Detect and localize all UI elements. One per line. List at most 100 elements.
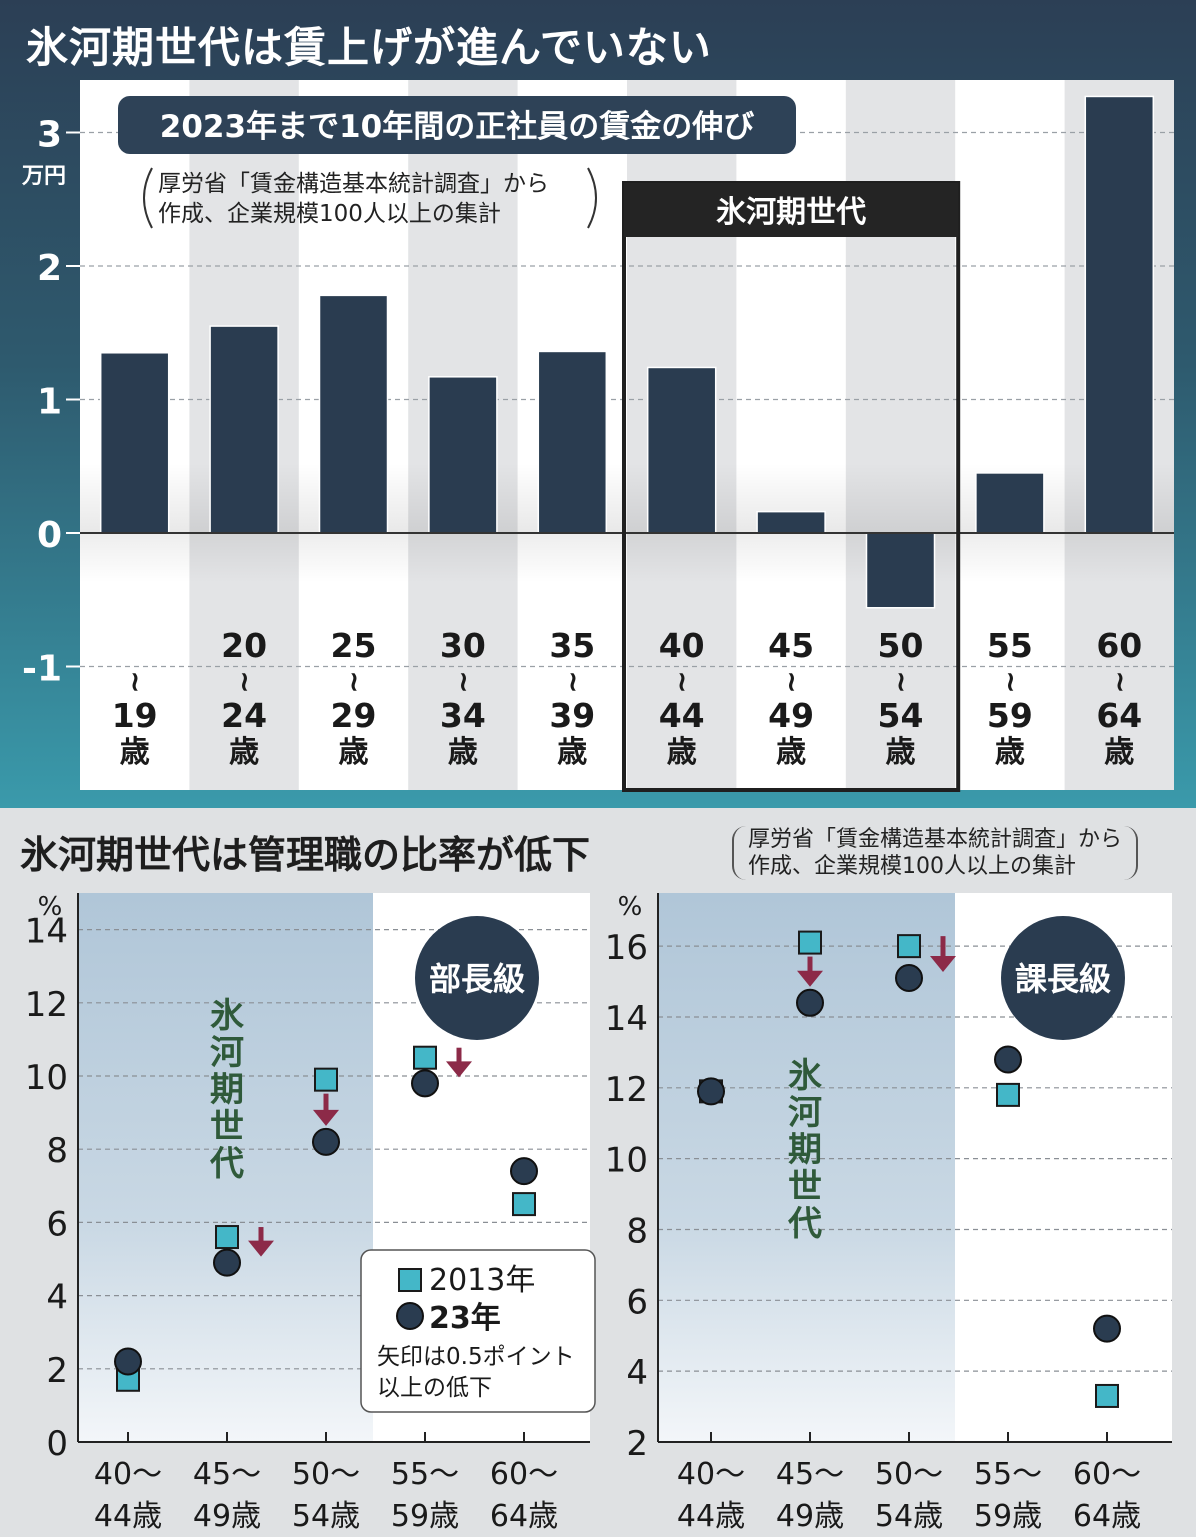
bar-category-range-mark: ~ <box>229 670 262 693</box>
bar-category-label-unit: 歳 <box>995 735 1025 770</box>
bar-category-label-end: 19 <box>112 696 158 735</box>
bar <box>318 294 389 534</box>
scatter-x-tick-label-line1: 55～ <box>391 1457 459 1492</box>
bar-category-label-end: 59 <box>987 696 1033 735</box>
bar-category-range-mark: ~ <box>120 670 153 693</box>
bar-category-label-unit: 歳 <box>120 735 150 770</box>
scatter-x-tick-label-line1: 45～ <box>193 1457 261 1492</box>
bar-category-label-end: 54 <box>878 696 924 735</box>
decline-arrow-head <box>797 970 823 987</box>
scatter-y-tick-label: 8 <box>46 1131 68 1171</box>
point-2013 <box>413 1045 437 1070</box>
scatter-y-tick-label: 2 <box>46 1351 68 1391</box>
scatter-x-tick-label-line1: 55～ <box>974 1457 1042 1492</box>
bar-category-label-unit: 歳 <box>667 735 697 770</box>
scatter-y-unit-label: % <box>38 892 63 922</box>
decline-arrow-head <box>248 1240 274 1257</box>
bar <box>537 350 608 534</box>
scatter-y-tick-label: 6 <box>46 1204 68 1244</box>
shade-label-char: 世 <box>210 1107 244 1147</box>
point-2013 <box>1095 1383 1119 1408</box>
bar <box>1084 95 1155 534</box>
scatter-y-tick-label: 12 <box>25 985 68 1025</box>
scatter-x-tick-label-line2: 64歳 <box>1073 1499 1141 1534</box>
shade-label-char: 期 <box>788 1130 822 1170</box>
point-2013 <box>215 1225 239 1250</box>
shade-label-char: 世 <box>788 1167 822 1207</box>
scatter-x-tick-label-line2: 54歳 <box>292 1499 360 1534</box>
bar-category-label-start: 20 <box>221 626 267 665</box>
bar <box>975 472 1045 534</box>
scatter-x-tick-label-line1: 50～ <box>292 1457 360 1492</box>
bar-category-label-end: 34 <box>440 696 486 735</box>
panel-badge-label: 部長級 <box>429 960 525 998</box>
point-2023 <box>312 1127 340 1156</box>
scatter-y-tick-label: 8 <box>626 1211 648 1251</box>
bar <box>865 532 936 609</box>
highlight-label: 氷河期世代 <box>716 195 866 230</box>
bar-category-label-start: 40 <box>659 626 705 665</box>
bar-category-range-mark: ~ <box>667 670 700 693</box>
bar-category-label-start: 35 <box>549 626 595 665</box>
bar-category-label-start: 60 <box>1096 626 1142 665</box>
scatter-y-tick-label: 10 <box>25 1058 68 1098</box>
bar-category-label-unit: 歳 <box>448 735 478 770</box>
legend-marker-2013 <box>398 1268 422 1292</box>
panel-badge-label: 課長級 <box>1015 960 1111 998</box>
bar-category-label-unit: 歳 <box>339 735 369 770</box>
top-source-line1: 厚労省「賃金構造基本統計調査」から <box>158 171 549 197</box>
point-2013 <box>897 934 921 959</box>
top-source-paren-left <box>143 167 153 229</box>
bar-category-label-end: 44 <box>659 696 705 735</box>
point-2023 <box>510 1157 538 1186</box>
scatter-x-tick-label-line1: 50～ <box>875 1457 943 1492</box>
scatter-y-tick-label: 10 <box>605 1141 648 1181</box>
bottom-source-line1: 厚労省「賃金構造基本統計調査」から <box>748 827 1123 852</box>
scatter-y-tick-label: 12 <box>605 1070 648 1110</box>
bar-category-label-end: 24 <box>221 696 267 735</box>
subtitle-pill <box>118 96 796 154</box>
bar-category-label-unit: 歳 <box>776 735 806 770</box>
legend-label-2023: 23年 <box>429 1301 501 1336</box>
point-2023 <box>114 1347 142 1376</box>
shade-label-char: 氷 <box>788 1056 823 1096</box>
point-2023 <box>213 1248 241 1277</box>
bar-category-label-end: 49 <box>768 696 814 735</box>
scatter-x-tick-label-line1: 45～ <box>776 1457 844 1492</box>
bar-y-tick-label: 2 <box>37 248 62 289</box>
bar-category-label-end: 64 <box>1096 696 1142 735</box>
bar-y-tick-label: 1 <box>37 382 62 423</box>
zero-shade <box>80 533 1174 583</box>
top-source-paren-right <box>587 167 597 229</box>
point-2023 <box>411 1069 439 1098</box>
scatter-x-tick-label-line2: 64歳 <box>490 1499 558 1534</box>
bar-category-label-start: 55 <box>987 626 1033 665</box>
scatter-y-tick-label: 14 <box>25 912 68 952</box>
shade-label-char: 代 <box>787 1204 822 1244</box>
point-2013 <box>996 1082 1020 1107</box>
scatter-y-tick-label: 6 <box>626 1282 648 1322</box>
legend-label-2013: 2013年 <box>429 1263 535 1298</box>
bar <box>209 325 279 534</box>
scatter-y-tick-label: 4 <box>626 1353 648 1393</box>
bar <box>99 352 170 534</box>
bar-category-label-start: 50 <box>878 626 924 665</box>
bar-category-label-unit: 歳 <box>1104 735 1134 770</box>
bar-category-label-unit: 歳 <box>229 735 259 770</box>
point-2013 <box>512 1192 536 1217</box>
bar <box>428 376 498 534</box>
decline-arrow-head <box>930 956 956 973</box>
scatter-y-tick-label: 4 <box>46 1278 68 1318</box>
bottom-source-note: 厚労省「賃金構造基本統計調査」から 作成、企業規模100人以上の集計 <box>732 826 1139 880</box>
scatter-x-tick-label-line2: 49歳 <box>193 1499 261 1534</box>
scatter-x-tick-label-line2: 44歳 <box>94 1499 162 1534</box>
scatter-x-tick-label-line2: 49歳 <box>776 1499 844 1534</box>
bottom-source-line2: 作成、企業規模100人以上の集計 <box>748 854 1076 879</box>
top-title: 氷河期世代は賃上げが進んでいない <box>26 23 712 72</box>
shade-label-char: 代 <box>209 1144 244 1184</box>
bar-category-range-mark: ~ <box>557 670 590 693</box>
point-2013 <box>798 930 822 955</box>
bar-category-label-start: 45 <box>768 626 814 665</box>
decline-arrow-head <box>313 1109 339 1126</box>
legend-note-line2: 以上の低下 <box>377 1375 492 1401</box>
